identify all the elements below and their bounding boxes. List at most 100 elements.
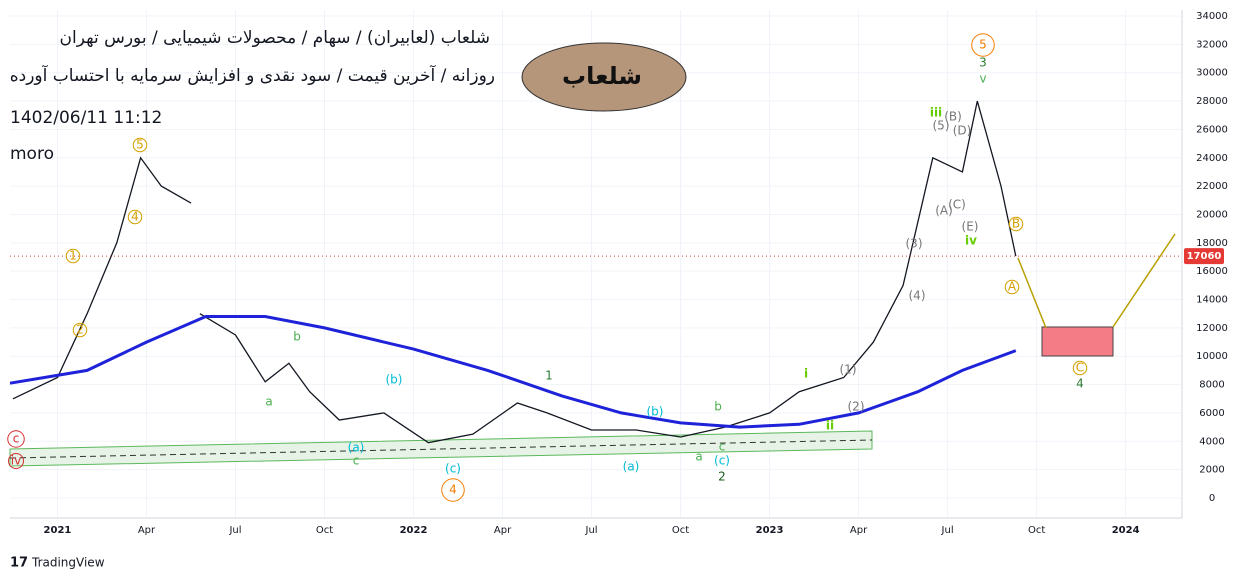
x-tick-label: 2024: [1112, 525, 1140, 536]
arrow: [1112, 233, 1176, 328]
wave-label: c: [353, 454, 360, 468]
brand: TradingView: [31, 556, 105, 570]
wave-label: (E): [962, 220, 979, 234]
last-price-label: 17060: [1187, 251, 1222, 262]
wave-label: (b): [647, 405, 664, 419]
wave-label: A: [1008, 280, 1017, 294]
wave-label: 4: [131, 210, 139, 224]
header-line: شلعاب (لعابیران) / سهام / محصولات شیمیای…: [60, 28, 490, 48]
wave-label: (4): [909, 289, 926, 303]
y-tick-label: 28000: [1196, 96, 1228, 107]
y-tick-label: 20000: [1196, 209, 1228, 220]
wave-label: (c): [445, 462, 461, 476]
wave-label: b: [714, 400, 722, 414]
wave-label: 5: [136, 138, 144, 152]
wave-label: v: [979, 72, 986, 86]
x-tick-label: Jul: [585, 525, 598, 536]
wave-label: i: [804, 367, 808, 381]
label-ring: [8, 453, 24, 469]
header-line: روزانه / آخرین قیمت / سود نقدی و افزایش …: [10, 64, 495, 86]
badge: [521, 42, 687, 112]
wave-label: (C): [948, 198, 966, 212]
y-tick-label: 0: [1209, 493, 1215, 504]
y-tick-label: 14000: [1196, 295, 1228, 306]
author: moro: [10, 144, 54, 164]
wave-label: (2): [848, 400, 865, 414]
wave-label: iii: [930, 106, 942, 120]
label-ring: [441, 478, 465, 502]
y-tick-label: 26000: [1196, 124, 1228, 135]
wave-label: a: [265, 395, 272, 409]
wave-label: 1: [69, 249, 77, 263]
wave-label: 2: [76, 323, 84, 337]
wave-label: 3: [979, 56, 987, 70]
x-tick-label: 2023: [756, 525, 784, 536]
y-tick-label: 32000: [1196, 39, 1228, 50]
price-line: [12, 100, 1017, 444]
wave-label: iv: [965, 234, 977, 248]
y-tick-label: 18000: [1196, 238, 1228, 249]
brand-logo: 17: [10, 556, 28, 571]
wave-label: (1): [840, 363, 857, 377]
y-tick-label: 22000: [1196, 181, 1228, 192]
wave-label: B: [1012, 217, 1020, 231]
x-tick-label: 2022: [400, 525, 428, 536]
wave-label: b: [293, 330, 301, 344]
y-tick-label: 4000: [1199, 436, 1224, 447]
badge-text: شلعاب: [562, 62, 642, 90]
wave-label: (D): [953, 124, 972, 138]
x-tick-label: Apr: [494, 525, 512, 536]
y-tick-label: 10000: [1196, 351, 1228, 362]
y-tick-label: 8000: [1199, 380, 1224, 391]
target-zone: [1041, 326, 1114, 357]
x-tick-label: Apr: [138, 525, 156, 536]
label-ring: [971, 33, 995, 57]
wave-label: (B): [944, 110, 962, 124]
channel-mid: [9, 439, 873, 459]
last-price-box: [1184, 248, 1224, 265]
label-ring: [132, 137, 148, 153]
annotations: 5 3 v iii iv 4 2 1 b a c (b) (a) (c) (b)…: [7, 33, 1088, 502]
wave-label: c: [719, 440, 726, 454]
wave-label: 2: [718, 470, 726, 484]
wave-label: iv: [11, 454, 21, 468]
y-tick-label: 30000: [1196, 68, 1228, 79]
wave-label: (5): [933, 119, 950, 133]
y-tick-label: 12000: [1196, 323, 1228, 334]
wave-label: c: [13, 432, 20, 446]
wave-label: (c): [714, 454, 730, 468]
label-ring: [72, 322, 88, 338]
wave-label: 4: [1076, 377, 1084, 391]
arrow: [1017, 257, 1047, 329]
y-tick-label: 6000: [1199, 408, 1224, 419]
wave-label: (a): [348, 441, 365, 455]
label-ring: [127, 209, 143, 225]
wave-label: 4: [449, 483, 457, 497]
y-tick-label: 34000: [1196, 11, 1228, 22]
x-tick-label: 2021: [44, 525, 72, 536]
x-tick-label: Oct: [672, 525, 689, 536]
y-tick-label: 2000: [1199, 465, 1224, 476]
wave-label: ii: [826, 419, 834, 433]
x-tick-label: Oct: [316, 525, 333, 536]
date: 1402/06/11 11:12: [10, 108, 162, 128]
y-tick-label: 16000: [1196, 266, 1228, 277]
y-tick-label: 24000: [1196, 153, 1228, 164]
wave-label: C: [1076, 361, 1084, 375]
label-ring: [7, 430, 25, 448]
wave-label: (a): [623, 460, 640, 474]
x-tick-label: Apr: [850, 525, 868, 536]
label-ring: [1072, 360, 1088, 376]
wave-label: a: [695, 450, 702, 464]
wave-label: 5: [979, 38, 987, 52]
label-ring: [65, 248, 81, 264]
label-ring: [1004, 279, 1020, 295]
x-tick-label: Jul: [228, 525, 241, 536]
x-tick-label: Oct: [1028, 525, 1045, 536]
wave-label: 1: [545, 369, 553, 383]
wave-label: (A): [935, 204, 953, 218]
label-ring: [1008, 216, 1024, 232]
wave-label: (b): [386, 373, 403, 387]
x-tick-label: Jul: [941, 525, 954, 536]
